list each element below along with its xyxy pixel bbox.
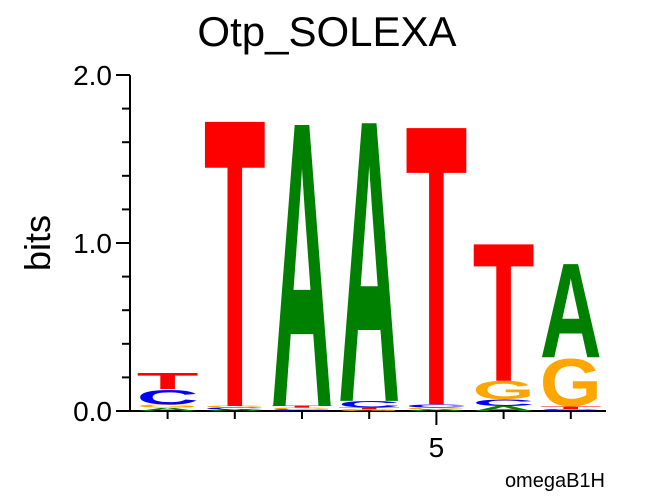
logo-letter: A xyxy=(540,235,602,387)
logo-letter: G xyxy=(338,409,400,412)
logo-letter: T xyxy=(540,405,602,410)
logo-letter: T xyxy=(338,407,400,410)
logo-letter: A xyxy=(405,409,467,412)
logo-letter: G xyxy=(204,406,266,409)
x-tick-label: 5 xyxy=(429,432,445,463)
x-axis-label: omegaB1H xyxy=(505,470,605,492)
logo-letter: G xyxy=(540,345,602,421)
logo-letter: A xyxy=(204,409,266,412)
logo-letter: A xyxy=(137,407,199,412)
logo-letter: C xyxy=(271,409,333,412)
y-axis-label: bits xyxy=(17,215,58,271)
logo-letter: C xyxy=(405,403,467,408)
logo-letter: T xyxy=(473,202,535,424)
logo-letter: T xyxy=(204,32,266,493)
logo-letter: G xyxy=(271,407,333,410)
logo-letter: G xyxy=(137,403,199,408)
logo-letter: C xyxy=(540,409,602,412)
logo-letter: A xyxy=(473,405,535,413)
y-tick-label: 1.0 xyxy=(73,228,112,259)
y-tick-label: 0.0 xyxy=(73,396,112,427)
logo-letter: C xyxy=(473,398,535,408)
y-tick-label: 2.0 xyxy=(73,60,112,91)
logo-letter: C xyxy=(137,385,199,409)
logo-letter: C xyxy=(338,399,400,409)
logo-letter: T xyxy=(137,368,199,394)
logo-letter: A xyxy=(271,36,333,493)
logo-letter: A xyxy=(338,36,400,487)
logo-letter: T xyxy=(271,406,333,409)
logo-letter: G xyxy=(473,376,535,405)
chart-title: Otp_SOLEXA xyxy=(197,8,456,55)
logo-letter: T xyxy=(405,42,467,490)
logo-letter: C xyxy=(204,407,266,410)
logo-letter: G xyxy=(405,407,467,410)
